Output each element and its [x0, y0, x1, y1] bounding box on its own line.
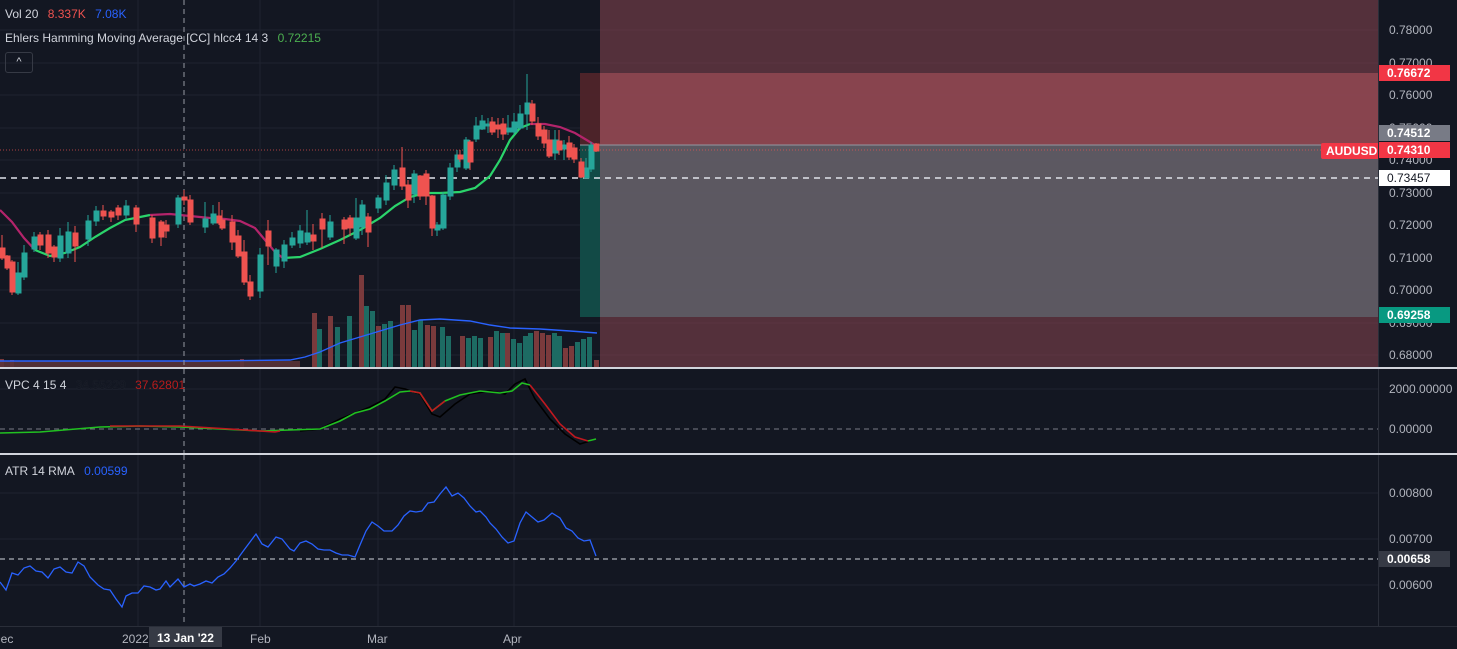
ehma-line-down: [0, 209, 36, 251]
position-stop-zone: [580, 73, 1378, 145]
atr-crosshair-tag: 0.00658: [1379, 551, 1450, 567]
main-price-pane[interactable]: Vol 20 8.337K 7.08K Ehlers Hamming Movin…: [0, 0, 1378, 367]
entry-price-tag: 0.74512: [1379, 125, 1450, 141]
price-axis[interactable]: 0.78000 0.77000 0.76000 0.75000 0.74000 …: [1378, 0, 1457, 367]
volume-legend-title: Vol 20: [5, 7, 39, 21]
atr-line: [0, 485, 597, 609]
vpc-value-2: 37.62801: [135, 378, 186, 392]
atr-tick: 0.00700: [1389, 532, 1433, 546]
price-tick: 0.78000: [1389, 23, 1433, 37]
ehma-value: 0.72215: [277, 31, 321, 45]
crosshair-date-tag: 13 Jan '22: [149, 627, 222, 647]
atr-value: 0.00599: [84, 464, 128, 478]
stop-loss-price-tag: 0.76672: [1379, 65, 1450, 81]
atr-legend[interactable]: ATR 14 RMA 0.00599: [5, 464, 134, 478]
time-label-feb: Feb: [250, 632, 271, 646]
crosshair-price-tag: 0.73457: [1379, 170, 1450, 186]
vpc-tick: 0.00000: [1389, 422, 1433, 436]
volume-legend[interactable]: Vol 20 8.337K 7.08K: [5, 7, 132, 21]
price-tick: 0.70000: [1389, 283, 1433, 297]
vpc-axis[interactable]: 2000.00000 0.00000: [1378, 369, 1457, 453]
position-target-zone: [580, 145, 1378, 317]
time-axis[interactable]: [0, 626, 1457, 648]
symbol-label: AUDUSD: [1321, 143, 1378, 159]
vpc-indicator-pane[interactable]: VPC 4 15 4 34.55229 37.62801: [0, 369, 1378, 453]
candlesticks: [0, 74, 600, 300]
price-chart-canvas[interactable]: [0, 0, 1378, 367]
atr-legend-title: ATR 14 RMA: [5, 464, 75, 478]
vpc-legend[interactable]: VPC 4 15 4 34.55229 37.62801: [5, 378, 191, 392]
vpc-tick: 2000.00000: [1389, 382, 1453, 396]
vpc-legend-title: VPC 4 15 4: [5, 378, 67, 392]
vpc-chart-canvas[interactable]: [0, 369, 1378, 453]
collapse-legend-button[interactable]: ^: [5, 52, 33, 73]
atr-chart-canvas[interactable]: [0, 455, 1378, 626]
volume-bars: [0, 275, 599, 367]
price-tick: 0.73000: [1389, 186, 1433, 200]
last-price-tag: 0.74310: [1379, 142, 1450, 158]
volume-value: 8.337K: [47, 7, 86, 21]
atr-indicator-pane[interactable]: ATR 14 RMA 0.00599: [0, 455, 1378, 626]
volume-ma-line: [0, 318, 598, 362]
atr-tick: 0.00600: [1389, 578, 1433, 592]
chevron-up-icon: ^: [16, 56, 22, 68]
time-label-dec: Dec: [0, 632, 14, 646]
time-label-2022: 2022: [122, 632, 149, 646]
volume-ma-value: 7.08K: [95, 7, 127, 21]
pane-separator[interactable]: [0, 453, 1457, 455]
atr-tick: 0.00800: [1389, 486, 1433, 500]
time-label-apr: Apr: [503, 632, 522, 646]
price-tick: 0.68000: [1389, 348, 1433, 362]
price-tick: 0.76000: [1389, 88, 1433, 102]
atr-axis[interactable]: 0.00800 0.00700 0.00600 0.00658: [1378, 455, 1457, 626]
ehma-legend-title: Ehlers Hamming Moving Average [CC] hlcc4…: [5, 31, 269, 45]
ehma-legend[interactable]: Ehlers Hamming Moving Average [CC] hlcc4…: [5, 31, 327, 45]
take-profit-price-tag: 0.69258: [1379, 307, 1450, 323]
vpc-value-1: 34.55229: [75, 378, 126, 392]
pane-separator[interactable]: [0, 367, 1457, 369]
price-tick: 0.72000: [1389, 218, 1433, 232]
price-tick: 0.71000: [1389, 251, 1433, 265]
time-label-mar: Mar: [367, 632, 388, 646]
